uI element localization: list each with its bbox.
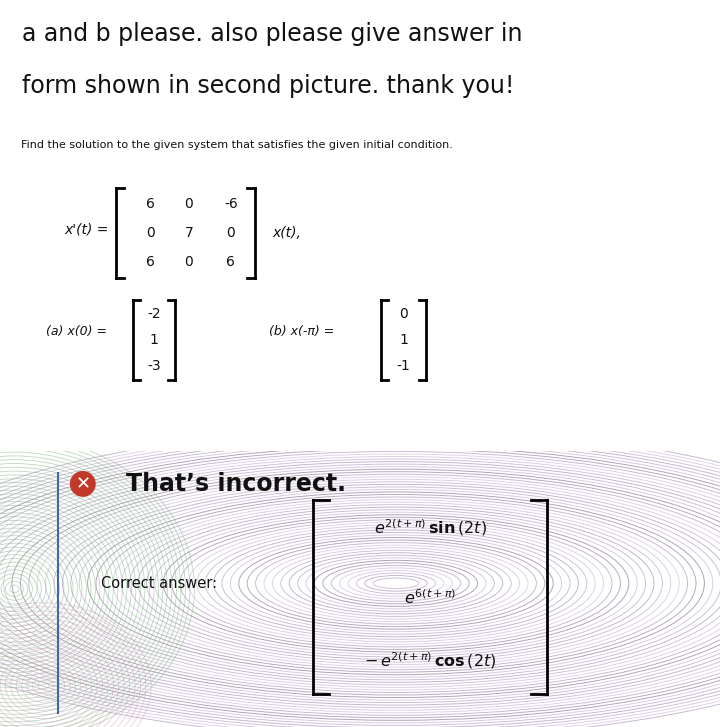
Text: x'(t) =: x'(t) =	[64, 222, 109, 236]
Text: x(t),: x(t),	[273, 226, 302, 240]
Text: 6: 6	[146, 197, 155, 211]
Text: a and b please. also please give answer in: a and b please. also please give answer …	[22, 22, 522, 46]
Text: ✕: ✕	[75, 475, 91, 493]
Text: -2: -2	[147, 308, 161, 321]
Text: 1: 1	[399, 333, 408, 347]
Text: -1: -1	[397, 358, 410, 372]
Text: $-\,e^{2(t+\pi)}\,\mathbf{cos}\,(2t)$: $-\,e^{2(t+\pi)}\,\mathbf{cos}\,(2t)$	[364, 651, 497, 671]
Text: 0: 0	[184, 197, 193, 211]
Text: (a) x(0) =: (a) x(0) =	[46, 326, 107, 339]
Text: That’s incorrect.: That’s incorrect.	[126, 472, 346, 496]
Text: -6: -6	[224, 197, 238, 211]
Text: 7: 7	[184, 226, 193, 240]
Text: 0: 0	[226, 226, 235, 240]
Text: 0: 0	[146, 226, 155, 240]
Text: 6: 6	[226, 254, 235, 268]
Text: 0: 0	[400, 308, 408, 321]
Text: Correct answer:: Correct answer:	[101, 576, 217, 591]
Text: form shown in second picture. thank you!: form shown in second picture. thank you!	[22, 74, 514, 98]
Text: Find the solution to the given system that satisfies the given initial condition: Find the solution to the given system th…	[22, 140, 453, 150]
Text: $e^{6(t+\pi)}$: $e^{6(t+\pi)}$	[405, 588, 456, 606]
Text: 1: 1	[150, 333, 158, 347]
Text: $e^{2(t+\pi)}\,\mathbf{sin}\,(2t)$: $e^{2(t+\pi)}\,\mathbf{sin}\,(2t)$	[374, 518, 487, 539]
Text: (b) x(-π) =: (b) x(-π) =	[269, 326, 335, 339]
Text: 6: 6	[146, 254, 155, 268]
Text: 0: 0	[184, 254, 193, 268]
Text: -3: -3	[147, 358, 161, 372]
